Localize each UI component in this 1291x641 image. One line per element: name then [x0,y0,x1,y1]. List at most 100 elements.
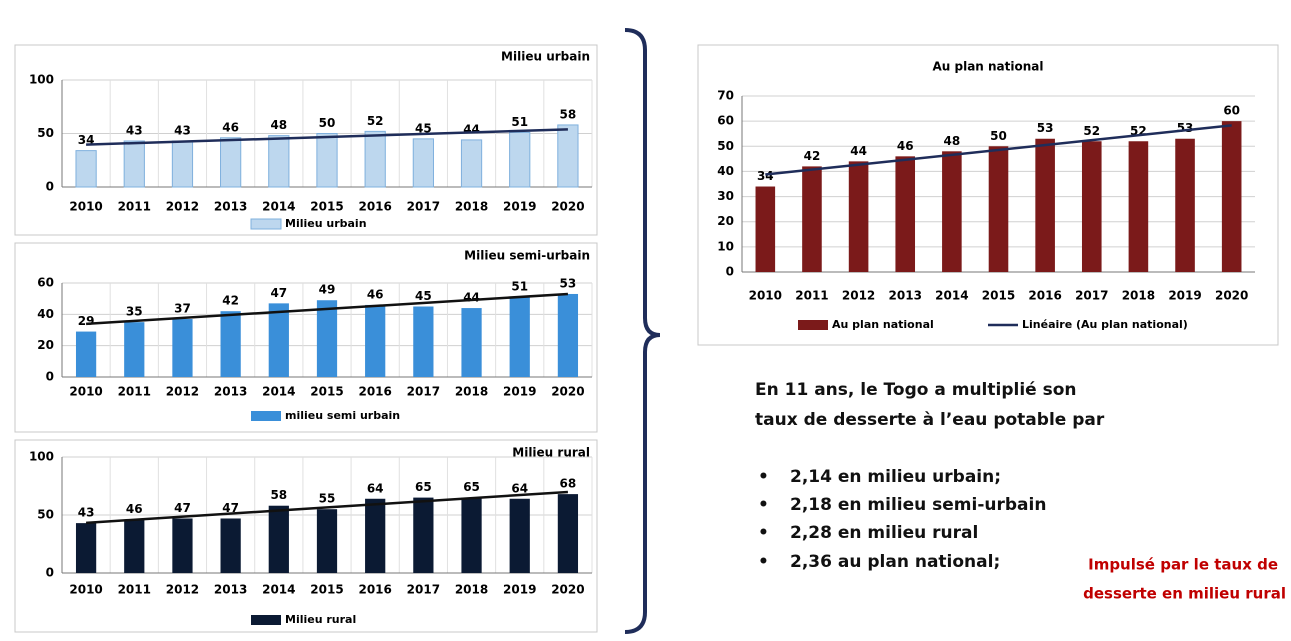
bar [75,523,97,573]
x-tick-label: 2011 [118,385,151,399]
bullet-dot: • [758,467,769,487]
legend-swatch [250,218,282,230]
x-tick-label: 2015 [310,200,343,214]
x-tick-label: 2014 [262,385,295,399]
x-tick-label: 2016 [358,583,391,597]
x-tick-label: 2020 [1215,289,1248,303]
bar [364,130,386,188]
legend-label: Au plan national [832,318,934,331]
bar [123,140,145,188]
bar [460,139,483,188]
legend-swatch [251,411,281,421]
data-label: 52 [367,114,384,128]
legend-label: milieu semi urbain [285,409,400,422]
bracket [624,28,661,634]
bar [268,303,289,377]
y-tick-label: 0 [46,180,54,194]
data-label: 43 [174,123,191,137]
chart-frame [14,44,598,236]
bar [124,322,145,377]
bar [1081,141,1102,272]
chart: Milieu semi-urbain 0 20 40 60 29 35 37 42 47 49 46 4… [14,242,598,433]
data-label: 53 [560,276,577,290]
data-label: 43 [126,123,143,137]
trend-line [86,292,568,326]
x-tick-label: 2019 [503,583,536,597]
note-line: desserte en milieu rural [1083,585,1286,603]
bullet: 2,28 en milieu rural [790,523,978,543]
data-label: 53 [1177,121,1194,135]
bar [413,306,434,377]
bullet: 2,14 en milieu urbain; [790,467,1001,487]
x-tick-label: 2019 [503,200,536,214]
x-tick-label: 2011 [795,289,828,303]
bar [220,311,241,377]
x-tick-label: 2012 [842,289,875,303]
bar [124,519,145,573]
bar [1128,141,1149,272]
legend-swatch [798,320,828,330]
bullet-dot: • [758,523,769,543]
x-tick-label: 2014 [935,289,968,303]
x-tick-label: 2010 [69,385,102,399]
x-tick-label: 2018 [455,200,488,214]
x-tick-label: 2019 [503,385,536,399]
x-tick-label: 2018 [455,583,488,597]
bar [171,140,194,188]
data-label: 45 [415,289,432,303]
y-tick-label: 50 [37,126,54,140]
bullet: 2,36 au plan national; [790,552,1000,572]
data-label: 46 [222,120,239,134]
x-tick-label: 2016 [1028,289,1061,303]
y-tick-label: 10 [717,239,734,253]
x-tick-label: 2017 [407,200,440,214]
y-tick-label: 40 [37,307,54,321]
y-tick-label: 100 [29,73,54,87]
bar [75,331,97,377]
bar [1175,138,1195,272]
data-label: 46 [126,502,143,516]
x-tick-label: 2018 [455,385,488,399]
bar [365,304,386,377]
y-tick-label: 50 [717,139,734,153]
bar [509,297,530,377]
data-label: 43 [78,506,95,520]
trend-line [765,124,1232,176]
note-line: Impulsé par le taux de [1088,556,1278,574]
data-label: 49 [319,283,336,297]
x-tick-label: 2020 [551,583,584,597]
data-label: 37 [174,302,191,316]
bar [461,308,482,377]
bar [509,498,530,573]
data-label: 48 [270,118,287,132]
bar [220,518,241,573]
x-tick-label: 2013 [889,289,922,303]
x-tick-label: 2016 [358,200,391,214]
bar [316,133,338,188]
intro-line: taux de desserte à l’eau potable par [755,410,1105,430]
legend-swatch [251,615,281,625]
data-label: 58 [560,107,577,121]
data-label: 64 [367,481,384,495]
y-tick-label: 40 [717,164,734,178]
data-label: 29 [78,314,95,328]
bar [557,293,579,377]
legend-label: Linéaire (Au plan national) [1022,318,1188,331]
x-tick-label: 2012 [166,385,199,399]
x-tick-label: 2016 [358,385,391,399]
chart-title: Milieu urbain [501,50,590,64]
bar [268,505,289,573]
bullet-dot: • [758,552,769,572]
bar [895,156,916,272]
x-tick-label: 2013 [214,385,247,399]
x-tick-label: 2017 [407,385,440,399]
bar [509,131,531,188]
trend-line [86,128,568,146]
x-tick-label: 2013 [214,200,247,214]
x-tick-label: 2020 [551,385,584,399]
x-tick-label: 2015 [982,289,1015,303]
chart-title: Milieu semi-urbain [464,249,590,263]
bar [220,137,242,188]
